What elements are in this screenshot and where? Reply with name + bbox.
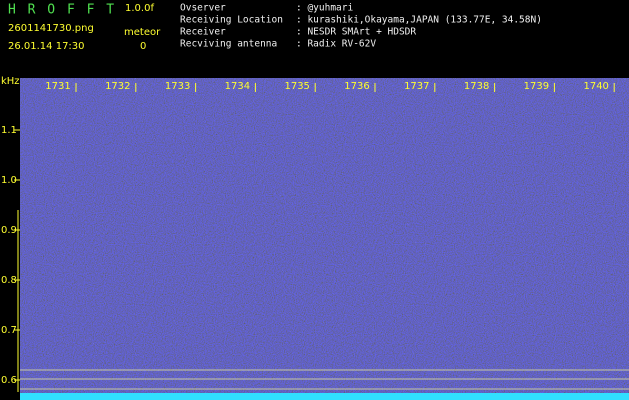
- station-label: Recviving antenna: [180, 39, 277, 50]
- app-name: H R O F F T: [8, 3, 116, 18]
- station-label: Ovserver: [180, 3, 226, 14]
- time-tick-label: 1731: [45, 81, 70, 92]
- station-value: : kurashiki,Okayama,JAPAN (133.77E, 34.5…: [296, 15, 542, 26]
- time-tick-label: 1732: [105, 81, 130, 92]
- freq-tick-label: 1.0: [1, 175, 17, 186]
- y-unit: kHz: [1, 76, 20, 87]
- time-tick-label: 1733: [165, 81, 190, 92]
- freq-tick-label: 0.7: [1, 325, 17, 336]
- station-label: Receiver: [180, 27, 226, 38]
- file-name: 2601141730.png: [8, 23, 94, 34]
- time-tick-label: 1736: [344, 81, 369, 92]
- time-tick-label: 1740: [583, 81, 608, 92]
- mode: meteor: [124, 27, 161, 38]
- time-tick-label: 1739: [524, 81, 549, 92]
- version: 1.0.0f: [125, 3, 154, 14]
- freq-tick-label: 0.9: [1, 225, 17, 236]
- time-tick-label: 1737: [404, 81, 429, 92]
- freq-tick-label: 0.8: [1, 275, 17, 286]
- station-value: : @yuhmari: [296, 3, 353, 14]
- station-value: : NESDR SMArt + HDSDR: [296, 27, 416, 38]
- time-tick-label: 1738: [464, 81, 489, 92]
- freq-tick-label: 0.6: [1, 375, 17, 386]
- station-label: Receiving Location: [180, 15, 283, 26]
- freq-tick-label: 1.1: [1, 125, 17, 136]
- time-tick-label: 1734: [225, 81, 250, 92]
- count: 0: [140, 41, 146, 52]
- station-value: : Radix RV-62V: [296, 39, 376, 50]
- time-tick-label: 1735: [284, 81, 309, 92]
- noise-floor: [20, 393, 629, 400]
- timestamp: 26.01.14 17:30: [8, 41, 85, 52]
- spectrogram-dots: [20, 78, 629, 400]
